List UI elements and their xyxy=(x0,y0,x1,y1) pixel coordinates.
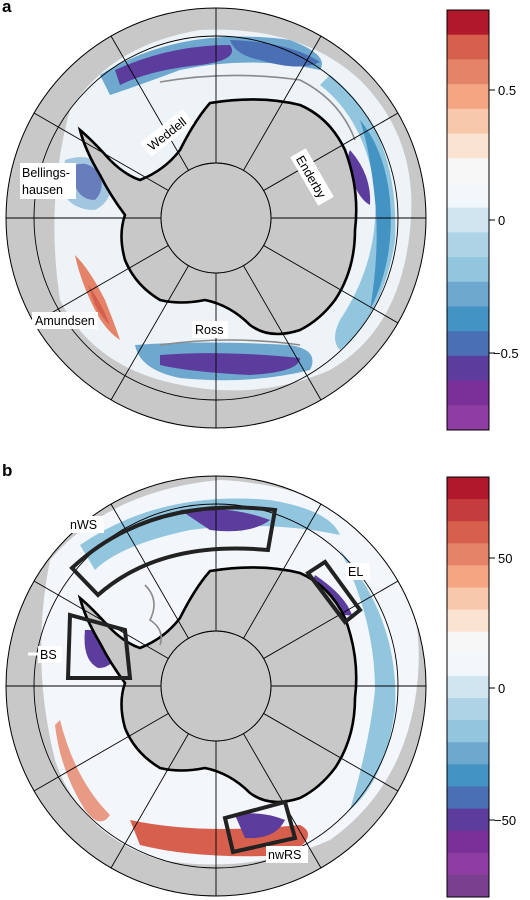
map-b-outline xyxy=(5,475,427,897)
colorbar-b-tick-neg: −50 xyxy=(494,813,516,828)
box-el xyxy=(305,559,363,625)
panel-b-letter: b xyxy=(2,461,13,480)
colorbar-b-swatches xyxy=(447,477,489,898)
map-b-pole-circle xyxy=(160,630,272,742)
colorbar-a-swatches xyxy=(447,10,489,431)
cbarB-swatch xyxy=(447,764,489,787)
panel-a-map: Weddell Enderby Bellings- hausen Amundse… xyxy=(5,7,427,429)
label-ross: Ross xyxy=(195,323,223,337)
box-nws xyxy=(69,505,278,598)
cbarB-swatch xyxy=(447,609,489,633)
label-bellingshausen-1: Bellings- xyxy=(22,166,70,180)
colorbar-b-tick-zero: 0 xyxy=(498,681,505,696)
box-bs xyxy=(65,612,133,680)
label-el: EL xyxy=(348,565,363,579)
map-b-east-band xyxy=(340,550,396,810)
colorbar-b: 50 0 −50 xyxy=(446,476,516,898)
cbarB-swatch xyxy=(447,543,489,566)
map-a-amundsen-warm xyxy=(75,255,120,340)
cbarB-swatch xyxy=(447,653,489,677)
map-b-labels: nWS EL BS nwRS xyxy=(28,516,370,863)
map-b-contour xyxy=(144,584,163,646)
cbarB-swatch xyxy=(447,830,489,854)
map-a-weddell-east xyxy=(230,40,320,67)
cbarB-swatch xyxy=(447,499,489,522)
cbarA-swatch xyxy=(447,355,489,382)
colorbar-a-tick-zero: 0 xyxy=(498,213,505,228)
cbarA-swatch xyxy=(447,207,489,233)
cbarB-swatch xyxy=(447,587,489,611)
cbarA-swatch xyxy=(447,34,489,60)
cbarA-swatch xyxy=(447,10,489,36)
cbarB-swatch xyxy=(447,808,489,832)
map-b-region-boxes xyxy=(65,505,363,855)
colorbar-a-tick-neg: −0.5 xyxy=(493,346,519,361)
cbarA-swatch xyxy=(447,84,489,110)
map-a-ross-core xyxy=(160,353,300,375)
cbarB-swatch xyxy=(447,675,489,699)
colorbar-b-tick-pos: 50 xyxy=(498,551,512,566)
cbarB-swatch xyxy=(447,631,489,655)
label-nws: nWS xyxy=(70,518,97,532)
cbarB-swatch xyxy=(447,477,489,500)
cbarA-swatch xyxy=(447,133,489,159)
map-a-outline xyxy=(5,7,427,429)
cbarB-swatch xyxy=(447,852,489,876)
map-a-contour-ross xyxy=(159,339,301,346)
label-bs: BS xyxy=(40,648,57,662)
cbarA-swatch xyxy=(447,380,489,406)
cbarB-swatch xyxy=(447,874,489,898)
map-a-weddell-core xyxy=(115,45,232,85)
cbarA-swatch xyxy=(447,331,489,357)
colorbar-a: 0.5 0 −0.5 xyxy=(446,9,519,431)
cbarA-swatch xyxy=(447,232,489,258)
map-b-weddell-core xyxy=(180,508,270,532)
cbarB-swatch xyxy=(447,742,489,765)
map-b-nwrs-core xyxy=(235,813,285,839)
panel-a-letter: a xyxy=(2,0,12,16)
map-a-enderby-rim xyxy=(360,120,391,310)
cbarA-swatch xyxy=(447,306,489,332)
label-nwrs: nwRS xyxy=(268,848,301,862)
map-b-graticule xyxy=(6,476,426,896)
label-amundsen: Amundsen xyxy=(35,314,95,328)
box-nwrs xyxy=(222,799,298,855)
colorbar-a-tick-pos: 0.5 xyxy=(498,83,516,98)
cbarB-swatch xyxy=(447,720,489,743)
map-b-el-core xyxy=(313,575,352,616)
cbarA-swatch xyxy=(447,405,489,431)
cbarA-swatch xyxy=(447,59,489,85)
map-a-amundsen-core xyxy=(88,285,110,325)
panel-b-map: nWS EL BS nwRS xyxy=(5,475,427,897)
map-a-contour-weddell xyxy=(159,74,356,141)
map-b-west-warm xyxy=(55,720,110,822)
map-a-enderby-core xyxy=(347,150,371,205)
cbarA-swatch xyxy=(447,158,489,184)
label-bellingshausen-2: hausen xyxy=(22,183,63,197)
cbarA-swatch xyxy=(447,182,489,209)
cbarB-swatch xyxy=(447,521,489,544)
cbarB-swatch xyxy=(447,786,489,810)
cbarA-swatch xyxy=(447,281,489,307)
cbarB-swatch xyxy=(447,698,489,721)
cbarA-swatch xyxy=(447,108,489,135)
cbarA-swatch xyxy=(447,257,489,283)
colorbar-b-frame xyxy=(446,476,490,898)
cbarB-swatch xyxy=(447,565,489,589)
map-a-pole-circle xyxy=(160,162,272,274)
